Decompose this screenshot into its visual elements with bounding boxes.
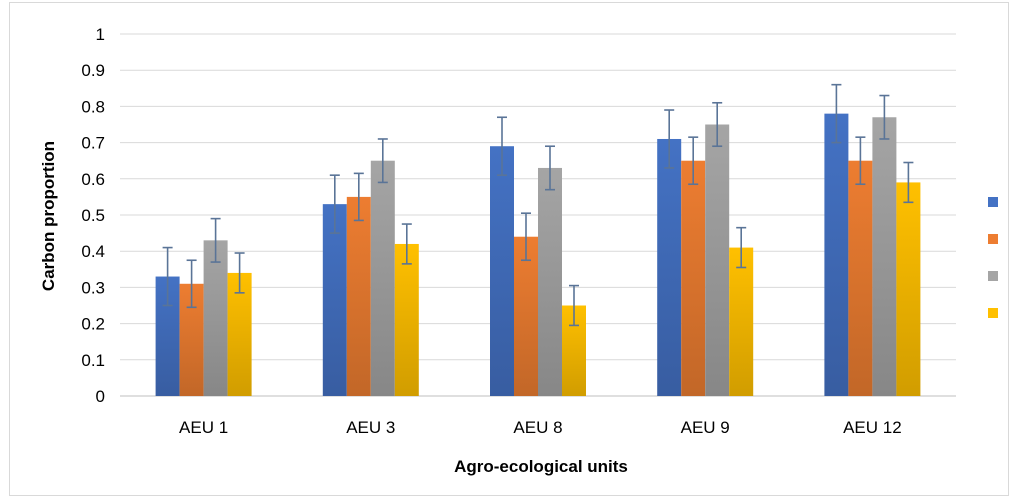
y-tick-label: 0.2 <box>81 315 105 334</box>
y-tick-label: 0.6 <box>81 170 105 189</box>
bar <box>681 161 705 396</box>
y-tick-label: 0.5 <box>81 206 105 225</box>
legend-swatch <box>988 271 998 281</box>
x-tick-label: AEU 8 <box>513 418 562 437</box>
y-tick-label: 0.3 <box>81 278 105 297</box>
bar <box>395 244 419 396</box>
y-tick-label: 0.9 <box>81 61 105 80</box>
x-tick-label: AEU 3 <box>346 418 395 437</box>
y-tick-label: 0 <box>96 387 105 406</box>
bar <box>824 114 848 396</box>
bar <box>490 146 514 396</box>
y-axis-ticks: 0 0.1 0.2 0.3 0.4 0.5 0.6 0.7 0.8 0.9 1 <box>81 25 105 406</box>
bar <box>848 161 872 396</box>
y-tick-label: 0.8 <box>81 97 105 116</box>
bar <box>371 161 395 396</box>
bar <box>347 197 371 396</box>
bar <box>729 248 753 396</box>
bar <box>705 125 729 397</box>
bar <box>204 240 228 396</box>
x-axis-title: Agro-ecological units <box>454 457 628 476</box>
y-tick-label: 0.4 <box>81 242 105 261</box>
bars <box>156 114 921 396</box>
y-tick-label: 1 <box>96 25 105 44</box>
y-tick-label: 0.7 <box>81 134 105 153</box>
legend-swatch <box>988 308 998 318</box>
x-tick-label: AEU 1 <box>179 418 228 437</box>
x-tick-label: AEU 12 <box>843 418 902 437</box>
y-tick-label: 0.1 <box>81 351 105 370</box>
bar <box>538 168 562 396</box>
legend-swatch <box>988 234 998 244</box>
bar <box>896 182 920 396</box>
legend <box>988 197 998 318</box>
x-tick-label: AEU 9 <box>681 418 730 437</box>
x-axis-ticks: AEU 1 AEU 3 AEU 8 AEU 9 AEU 12 <box>179 418 902 437</box>
bar <box>872 117 896 396</box>
legend-swatch <box>988 197 998 207</box>
bar <box>657 139 681 396</box>
y-axis-title: Carbon proportion <box>39 141 58 291</box>
